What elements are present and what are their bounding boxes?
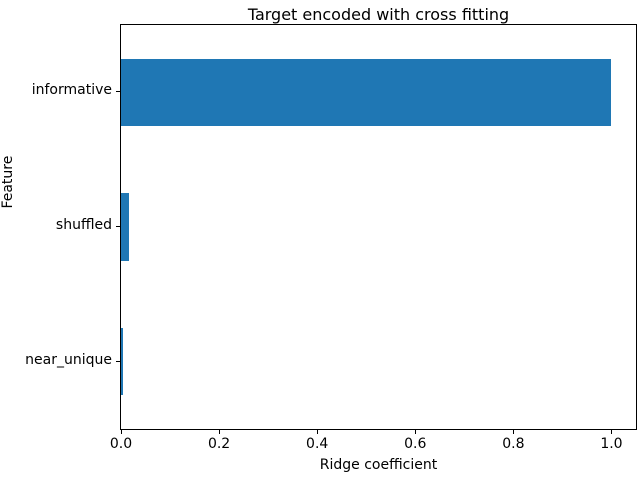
bar-informative (121, 58, 612, 126)
x-tick-label-0.0: 0.0 (109, 436, 133, 452)
x-tick-label-0.8: 0.8 (502, 436, 525, 452)
x-tick-mark (219, 430, 221, 434)
y-tick-mark (116, 226, 120, 227)
x-tick-mark (317, 430, 319, 434)
y-tick-label-near_unique: near_unique (25, 351, 112, 368)
y-tick-labels: informative shuffled near_unique (0, 24, 112, 430)
y-tick-label-shuffled: shuffled (55, 217, 112, 233)
y-tick-mark (116, 91, 120, 93)
x-tick-mark (415, 430, 417, 434)
y-tick-mark (116, 360, 120, 362)
x-tick-mark (611, 430, 613, 434)
x-tick-label-0.2: 0.2 (207, 436, 231, 452)
bar-near_unique (121, 328, 123, 396)
x-tick-label-0.4: 0.4 (306, 436, 329, 452)
chart-title: Target encoded with cross fitting (247, 5, 510, 24)
x-tick-label-1.0: 1.0 (600, 436, 623, 452)
x-tick-mark (513, 430, 515, 434)
x-tick-label-0.6: 0.6 (404, 436, 427, 452)
bar-shuffled (121, 193, 129, 261)
x-axis-label: Ridge coefficient (319, 457, 438, 473)
x-tick-mark (121, 430, 122, 434)
y-tick-label-informative: informative (31, 82, 112, 99)
plot-area (120, 24, 637, 430)
